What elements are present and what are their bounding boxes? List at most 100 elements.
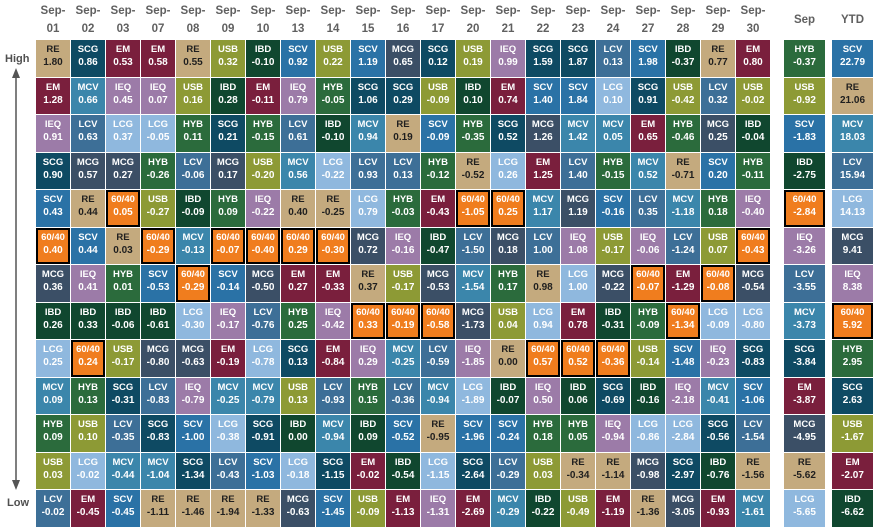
return-value: -0.94 [426,394,450,406]
quilt-cell: SCG 0.91 [631,77,665,114]
asset-class-label: IBD [149,306,167,318]
return-value: -1.29 [671,282,695,293]
return-value: -0.17 [391,282,415,293]
quilt-cell: LCV -0.43 [211,452,245,489]
column-header-line2: 02 [81,23,95,35]
return-value: 0.12 [428,57,448,68]
return-value: -0.10 [251,57,275,68]
column-header: Sep- 22 [526,4,560,37]
return-value: -1.31 [426,507,450,518]
quilt-cell: IEQ 0.29 [351,340,385,377]
column-header-line1: Sep- [425,5,451,17]
quilt-cell: USB 0.10 [71,415,105,452]
asset-class-label: SCV [533,81,553,93]
quilt-cell: USB -0.17 [596,227,630,264]
asset-class-label: RE [46,44,60,55]
quilt-cell: HYB -0.12 [421,152,455,189]
quilt-cell: EM -0.33 [316,265,350,302]
quilt-cell: SCG 1.87 [561,40,595,77]
column-header-line1: Sep- [740,5,766,17]
low-label: Low [7,497,29,509]
asset-class-label: EM [535,156,551,168]
asset-class-label: SCG [707,419,729,430]
asset-class-label: HYB [602,156,624,168]
return-value: -0.42 [321,319,345,331]
asset-class-label: HYB [287,306,309,318]
return-value: 0.13 [288,357,308,368]
quilt-cell: SCV -0.45 [106,490,140,527]
return-value: -0.19 [216,357,240,368]
asset-class-label: MCG [181,344,205,355]
quilt-cell: LCG 0.94 [526,302,560,339]
return-value: 0.66 [78,94,98,106]
column-header-line1: Sep- [670,5,696,17]
return-value: -0.95 [426,432,450,443]
return-value: -0.71 [671,169,695,181]
return-value: 0.65 [638,132,658,143]
quilt-cell: SCG 1.59 [526,40,560,77]
return-value: 0.10 [463,94,483,106]
quilt-cell: IBD 0.10 [456,77,490,114]
quilt-cell: IEQ -0.94 [596,415,630,452]
return-value: -0.19 [391,319,415,331]
quilt-cell: MCG -0.53 [421,265,455,302]
return-value: 0.52 [498,132,518,143]
asset-class-label: SCG [427,44,449,55]
return-value: 0.56 [288,169,308,181]
column-header-line2: 17 [431,23,445,35]
quilt-cell: IBD 0.09 [351,415,385,452]
asset-class-label: MCV [637,156,659,168]
return-value: -0.17 [601,244,625,256]
asset-class-label: USB [637,344,659,355]
asset-class-label: EM [640,119,656,130]
asset-class-label: MCV [287,156,309,168]
quilt-cell: RE -1.14 [596,452,630,489]
return-value: -0.36 [391,394,415,406]
quilt-cell: 60/40 -0.43 [736,227,770,264]
return-value: 1.59 [533,57,553,68]
quilt-cell: LCV 0.13 [596,40,630,77]
return-value: 0.05 [568,432,588,443]
return-value: 2.63 [842,394,863,406]
return-value: -1.18 [671,207,695,218]
return-value: 0.29 [358,357,378,368]
return-value: 1.42 [568,132,588,143]
asset-class-label: 60/40 [461,194,485,205]
asset-class-label: SCG [42,156,64,168]
asset-class-label: LCV [393,156,413,168]
asset-class-label: SCG [672,456,694,468]
return-value: -0.94 [321,432,345,443]
quilt-cell: RE 0.00 [491,340,525,377]
quilt-cell: MCG -3.05 [666,490,700,527]
asset-class-label: USB [672,81,694,93]
return-value: 0.91 [43,132,63,143]
asset-class-label: SCG [497,119,519,130]
quilt-cell: SCG -1.34 [176,452,210,489]
quilt-cell: 60/40 5.92 [832,302,873,339]
asset-class-label: MCV [742,494,764,505]
asset-class-label: MCV [357,119,379,130]
asset-class-label: IEQ [429,494,447,505]
return-value: 0.13 [603,57,623,68]
asset-class-label: USB [532,456,554,468]
quilt-cell: 60/40 0.40 [36,227,70,264]
asset-class-label: IEQ [499,44,517,55]
quilt-cell: LCV -0.76 [246,302,280,339]
return-value: 1.00 [568,282,588,293]
quilt-cell: SCV -0.16 [596,190,630,227]
column-header: Sep- 08 [176,4,210,37]
quilt-cell: MCV -0.25 [211,377,245,414]
asset-class-label: IEQ [604,419,622,430]
column-header-line2: 23 [571,23,585,35]
quilt-cell: 60/40 -0.08 [701,265,735,302]
asset-class-label: MCV [147,456,169,468]
return-value: 1.08 [568,244,588,256]
asset-class-label: 60/40 [286,231,310,243]
column-header: Sep- 10 [246,4,280,37]
quilt-cell: SCV -0.14 [211,265,245,302]
asset-class-label: MCG [391,44,415,55]
asset-class-label: HYB [42,419,64,430]
quilt-cell: USB -0.09 [351,490,385,527]
quilt-cell: 60/40 0.05 [106,190,140,227]
return-value: -0.37 [793,57,816,68]
